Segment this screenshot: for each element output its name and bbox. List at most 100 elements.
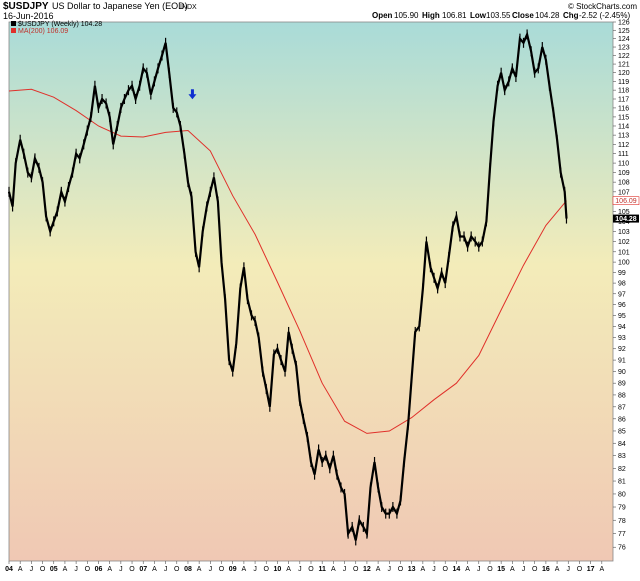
chart-exchange: INDX [180, 4, 197, 11]
high-label: High [422, 11, 440, 20]
open-value: 105.90 [394, 11, 419, 20]
y-tick-label: 91 [618, 358, 626, 365]
brand-logo: © StockCharts.com [568, 2, 637, 11]
y-tick-label: 80 [618, 491, 626, 498]
y-tick-label: 87 [618, 404, 626, 411]
x-tick-label: J [477, 566, 481, 573]
x-tick-label: J [253, 566, 257, 573]
y-tick-label: 92 [618, 346, 626, 353]
y-tick-label: 98 [618, 281, 626, 288]
chg-value: -2.52 (-2.45%) [579, 11, 630, 20]
x-tick-label: J [209, 566, 213, 573]
y-tick-label: 81 [618, 479, 626, 486]
y-tick-label: 94 [618, 324, 626, 331]
y-axis: 76 77 78 79 80 81 82 83 84 85 86 87 88 89 90 91 92 93 94 95… [613, 20, 630, 552]
x-tick-label: 15 [497, 566, 505, 573]
legend-swatch-ma [11, 28, 16, 33]
y-tick-label: 76 [618, 545, 626, 552]
series-layer [7, 29, 568, 546]
y-tick-label: 114 [618, 123, 629, 130]
x-tick-label: O [219, 566, 225, 573]
y-tick-label: 82 [618, 466, 626, 473]
svg-text:104.28: 104.28 [615, 216, 637, 223]
x-tick-label: A [152, 566, 157, 573]
x-tick-label: J [567, 566, 571, 573]
x-tick-label: 09 [229, 566, 237, 573]
y-tick-label: 119 [618, 79, 629, 86]
x-tick-label: 12 [363, 566, 371, 573]
y-tick-label: 90 [618, 369, 626, 376]
x-tick-label: A [18, 566, 23, 573]
chart-symbol: $USDJPY [3, 1, 49, 12]
x-tick-label: A [286, 566, 291, 573]
y-tick-label: 102 [618, 239, 630, 246]
x-tick-label: O [174, 566, 180, 573]
y-tick-label: 99 [618, 270, 626, 277]
x-tick-label: J [432, 566, 436, 573]
x-tick-label: 13 [408, 566, 416, 573]
x-tick-label: 14 [453, 566, 461, 573]
low-value: 103.55 [486, 11, 511, 20]
y-tick-label: 89 [618, 381, 626, 388]
y-tick-label: 101 [618, 249, 630, 256]
y-tick-label: 120 [618, 70, 630, 77]
x-tick-label: 07 [139, 566, 147, 573]
x-tick-label: J [30, 566, 34, 573]
y-tick-label: 78 [618, 518, 626, 525]
y-tick-label: 77 [618, 531, 626, 538]
chart-description: US Dollar to Japanese Yen (EOD) [52, 1, 188, 11]
y-tick-label: 105 [618, 209, 630, 216]
x-tick-label: O [264, 566, 270, 573]
y-tick-label: 96 [618, 302, 626, 309]
annotation-layer [188, 89, 197, 100]
y-tick-label: 83 [618, 453, 626, 460]
y-tick-label: 125 [618, 28, 630, 35]
y-tick-label: 126 [618, 20, 630, 27]
x-tick-label: O [85, 566, 91, 573]
high-value: 106.81 [442, 11, 467, 20]
x-tick-label: A [242, 566, 247, 573]
y-tick-label: 122 [618, 53, 630, 60]
y-tick-label: 112 [618, 142, 629, 149]
x-tick-label: 08 [184, 566, 192, 573]
x-tick-label: A [331, 566, 336, 573]
y-tick-label: 107 [618, 189, 630, 196]
arrow-down-icon [188, 89, 197, 100]
x-tick-label: A [599, 566, 604, 573]
plot-area [8, 21, 614, 562]
close-label: Close [512, 11, 534, 20]
x-tick-label: J [164, 566, 168, 573]
y-tick-label: 121 [618, 62, 630, 69]
x-tick-label: J [522, 566, 526, 573]
legend-price: $USDJPY (Weekly) 104.28 [18, 21, 102, 28]
y-tick-label: 95 [618, 313, 626, 320]
y-tick-label: 117 [618, 96, 629, 103]
y-tick-label: 118 [618, 88, 629, 95]
x-tick-label: O [487, 566, 493, 573]
y-tick-label: 123 [618, 45, 630, 52]
y-tick-label: 85 [618, 428, 626, 435]
y-tick-label: 88 [618, 392, 626, 399]
x-tick-label: 16 [542, 566, 550, 573]
legend-ma: MA(200) 106.09 [18, 28, 68, 35]
y-tick-label: 113 [618, 133, 629, 140]
x-tick-label: A [510, 566, 515, 573]
y-tick-label: 111 [618, 151, 629, 158]
x-tick-label: O [577, 566, 583, 573]
x-axis: 04 A J O 05 A J O 06 A J O 07 A J O 08 A J O 09 A J O 10 A J O 11 A J O… [5, 561, 604, 573]
legend-swatch-price [11, 21, 16, 26]
x-tick-label: J [388, 566, 392, 573]
x-tick-label: A [107, 566, 112, 573]
last-value-badge: 104.28 [613, 214, 639, 223]
x-tick-label: J [119, 566, 123, 573]
x-tick-label: J [343, 566, 347, 573]
close-value: 104.28 [535, 11, 560, 20]
x-tick-label: 05 [50, 566, 58, 573]
y-tick-label: 108 [618, 180, 630, 187]
x-tick-label: 11 [318, 566, 326, 573]
y-tick-label: 116 [618, 105, 629, 112]
chart-legend: $USDJPY (Weekly) 104.28 MA(200) 106.09 [11, 21, 102, 35]
x-tick-label: A [376, 566, 381, 573]
